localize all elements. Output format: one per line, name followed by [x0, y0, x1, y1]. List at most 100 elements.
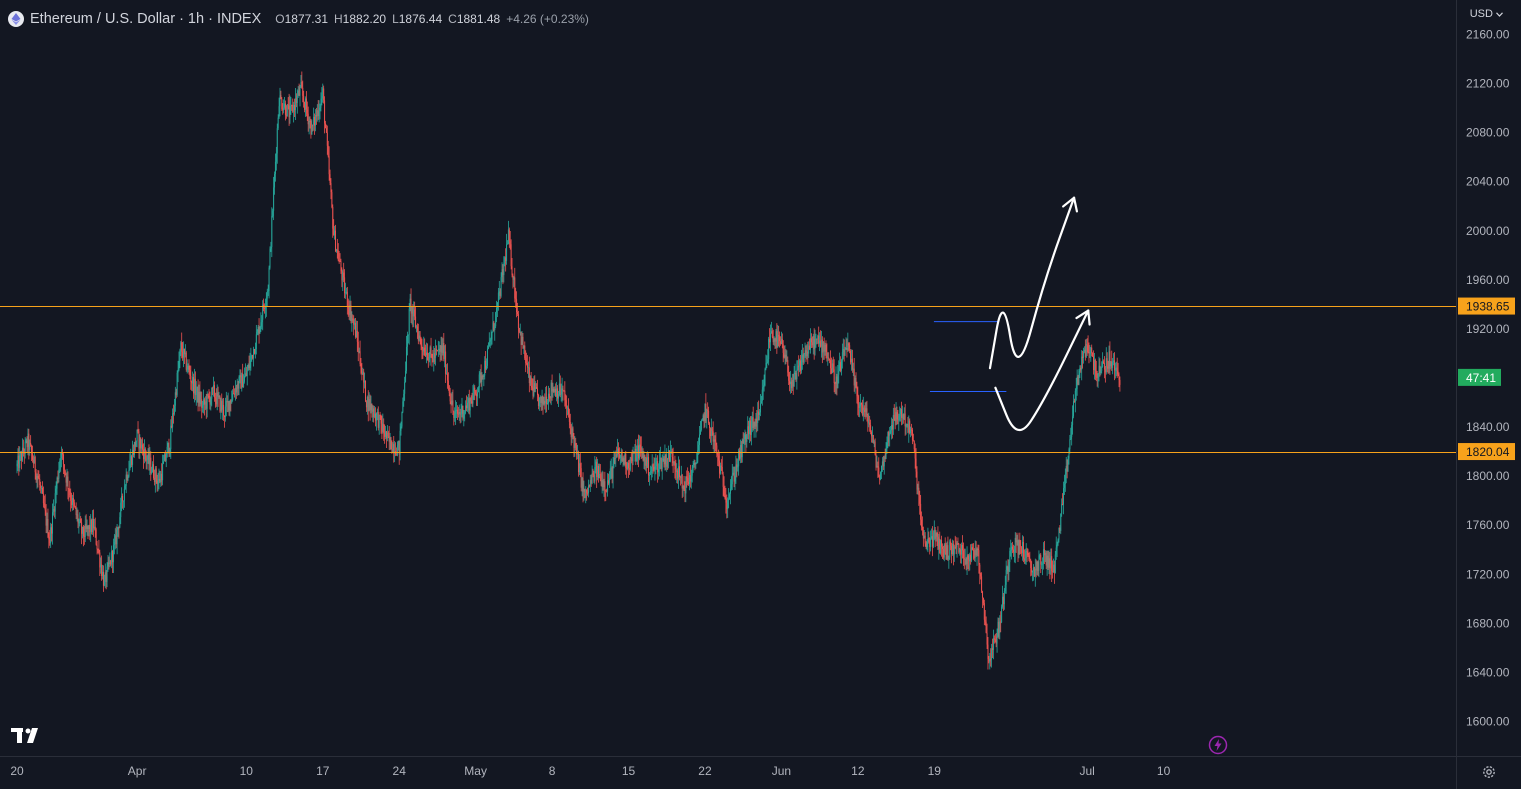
price-axis[interactable]: 2160.002120.002080.002040.002000.001960.… [1458, 28, 1515, 729]
candle [1046, 550, 1048, 576]
candle-body [1050, 556, 1052, 569]
gear-icon[interactable] [1481, 764, 1497, 785]
candle-body [35, 472, 37, 480]
candle [48, 532, 50, 549]
candle-body [426, 352, 428, 360]
candle-body [380, 415, 382, 424]
candle [925, 541, 927, 550]
candle [1032, 564, 1034, 581]
candle-body [401, 411, 403, 427]
candle-body [625, 453, 627, 469]
candle [1100, 366, 1102, 376]
candle-body [446, 373, 448, 375]
candle [546, 385, 548, 413]
candle [625, 450, 627, 475]
candle-body [629, 457, 631, 470]
candle [857, 386, 859, 416]
candle-body [110, 560, 112, 565]
candle [785, 349, 787, 365]
candle [1022, 536, 1024, 563]
candle [700, 419, 702, 432]
candle [232, 389, 234, 402]
candle-body [550, 382, 552, 399]
candle [113, 533, 115, 555]
candle-body [742, 439, 744, 444]
candle-body [881, 465, 882, 473]
candle [503, 256, 505, 283]
candle-body [476, 392, 478, 397]
candle-body [349, 305, 351, 315]
candle-body [376, 412, 378, 414]
candle [1103, 356, 1105, 379]
candle [1052, 560, 1054, 579]
candle-body [642, 451, 644, 461]
candle [1001, 604, 1003, 624]
candle [672, 447, 674, 473]
candle-body [855, 377, 857, 388]
candle-body [357, 341, 359, 353]
candle-body [535, 387, 537, 390]
candle-body [717, 453, 719, 456]
candle-body [1039, 555, 1041, 556]
lightning-icon[interactable] [1208, 735, 1228, 760]
candle-body [768, 338, 770, 360]
candle [1066, 459, 1068, 479]
currency-selector[interactable]: USD [1470, 8, 1503, 20]
candle [620, 448, 622, 464]
candle-body [718, 455, 720, 461]
candle [627, 461, 629, 471]
candle [443, 333, 445, 362]
candle [392, 442, 394, 453]
candle [689, 464, 691, 488]
candle [347, 298, 349, 317]
candle [1097, 373, 1099, 388]
candle [845, 337, 847, 350]
candle-body [863, 407, 865, 410]
candle-body [954, 546, 956, 548]
candle-body [1009, 551, 1011, 563]
candle-body [1044, 552, 1046, 556]
candle [46, 512, 48, 534]
candle-body [924, 535, 926, 544]
candle-body [997, 621, 999, 637]
candle [941, 535, 943, 557]
candle-body [569, 421, 571, 426]
candle [469, 397, 471, 418]
candle [185, 350, 187, 372]
candle-body [901, 408, 903, 418]
candle-body [425, 355, 427, 356]
tradingview-logo-icon[interactable] [11, 728, 43, 749]
candle-body [238, 377, 240, 389]
time-axis[interactable]: 20 Apr 10 17 24 May 8 15 22 Jun 12 19 Jul 10 [10, 764, 1170, 778]
candle-body [798, 365, 800, 367]
candle [1114, 362, 1116, 379]
candle [788, 365, 790, 385]
candle [676, 463, 678, 484]
symbol-title[interactable]: Ethereum / U.S. Dollar · 1h · INDEX [30, 11, 262, 27]
candle [294, 98, 296, 117]
candle-body [300, 81, 302, 88]
candle-body [911, 429, 913, 431]
candle [683, 475, 685, 492]
candle [1090, 347, 1092, 362]
candle-body [586, 489, 588, 493]
candle-body [871, 435, 873, 437]
candle [868, 412, 870, 428]
candle [946, 541, 948, 560]
candle [1081, 350, 1083, 381]
candle-body [102, 571, 104, 576]
candle-body [739, 450, 741, 459]
candle [237, 380, 239, 396]
candle-body [355, 322, 357, 337]
candle-body [656, 461, 658, 463]
candle-body [985, 621, 987, 633]
candle [314, 109, 316, 132]
candle [357, 331, 359, 362]
candle [373, 405, 375, 423]
candle [198, 384, 200, 407]
candle [516, 291, 518, 318]
candle [648, 453, 650, 483]
candle-body [165, 457, 167, 461]
